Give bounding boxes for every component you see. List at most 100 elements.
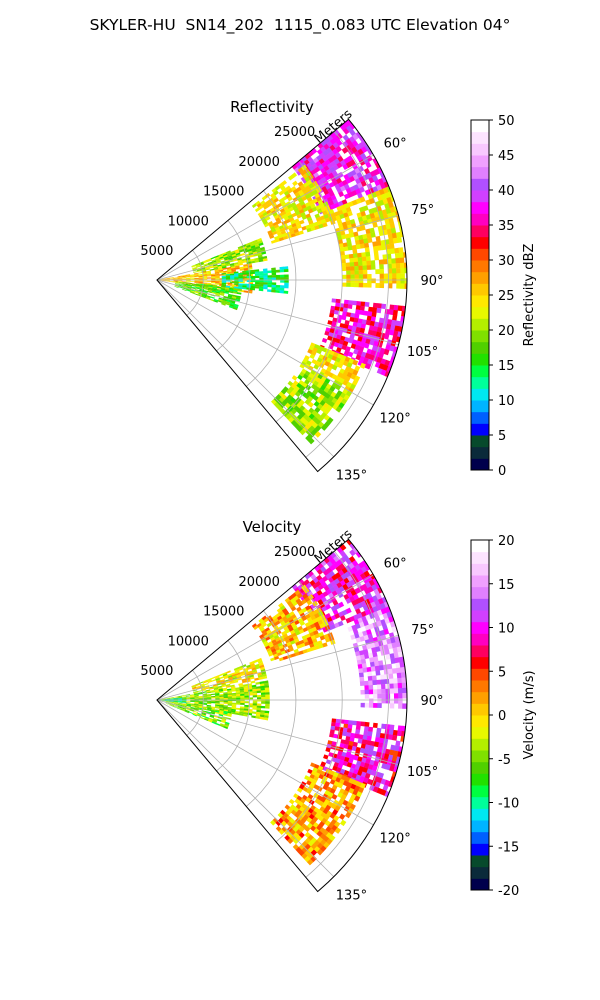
azimuth-tick-label: 105° bbox=[407, 345, 438, 360]
colorbar-swatch bbox=[471, 750, 489, 763]
azimuth-tick-label: 90° bbox=[420, 274, 443, 289]
colorbar-swatch bbox=[471, 773, 489, 786]
colorbar-swatch bbox=[471, 295, 489, 308]
range-tick-label: 15000 bbox=[203, 185, 244, 200]
colorbar-swatch bbox=[471, 621, 489, 634]
echo-region bbox=[270, 762, 366, 866]
colorbar-swatch bbox=[471, 190, 489, 203]
range-tick-label: 20000 bbox=[239, 575, 280, 590]
colorbar-swatch bbox=[471, 236, 489, 249]
echo-region bbox=[191, 657, 268, 694]
colorbar-swatch bbox=[471, 166, 489, 179]
colorbar-swatch bbox=[471, 435, 489, 448]
range-ring bbox=[246, 610, 297, 807]
azimuth-spoke bbox=[156, 279, 374, 406]
colorbar-tick-label: 40 bbox=[498, 184, 515, 199]
range-ring bbox=[275, 580, 343, 843]
colorbar-tick-label: 5 bbox=[498, 665, 506, 680]
colorbar-swatch bbox=[471, 668, 489, 681]
colorbar-tick-label: 0 bbox=[498, 464, 506, 479]
colorbar-swatch bbox=[471, 388, 489, 401]
range-tick-label: 10000 bbox=[168, 634, 209, 649]
colorbar-swatch bbox=[471, 563, 489, 576]
colorbar-tick-label: 0 bbox=[498, 709, 506, 724]
colorbar-swatch bbox=[471, 458, 489, 471]
colorbar-swatch bbox=[471, 586, 489, 599]
range-ring bbox=[275, 160, 343, 423]
polar-grid bbox=[156, 130, 407, 458]
colorbar-swatch bbox=[471, 726, 489, 739]
colorbar-swatch bbox=[471, 260, 489, 273]
colorbar-swatch bbox=[471, 201, 489, 214]
colorbar-label: Velocity (m/s) bbox=[522, 670, 537, 759]
colorbar-tick-label: 5 bbox=[498, 429, 506, 444]
colorbar: 0 5 10 15 20 25 30 35 40 45 50 Reflectivity dBZ bbox=[470, 114, 537, 479]
echo-field bbox=[157, 539, 407, 866]
colorbar-tick-label: 15 bbox=[498, 359, 515, 374]
azimuth-spoke bbox=[156, 699, 399, 766]
echo-region bbox=[165, 701, 233, 730]
echo-field bbox=[157, 119, 407, 445]
colorbar-swatch bbox=[471, 225, 489, 238]
figure-suptitle: SKYLER-HU SN14_202 1115_0.083 UTC Elevat… bbox=[89, 16, 511, 34]
colorbar-tick-label: -15 bbox=[498, 840, 519, 855]
colorbar-swatch bbox=[471, 691, 489, 704]
colorbar-swatch bbox=[471, 878, 489, 891]
colorbar-swatch bbox=[471, 341, 489, 354]
colorbar-swatch bbox=[471, 738, 489, 751]
echo-region bbox=[221, 266, 289, 294]
azimuth-spoke bbox=[156, 214, 399, 281]
colorbar-swatch bbox=[471, 843, 489, 856]
colorbar-swatch bbox=[471, 248, 489, 261]
colorbar: -20 -15 -10 -5 0 5 10 15 20 Velocity (m/s) bbox=[470, 534, 537, 899]
colorbar-swatch bbox=[471, 610, 489, 623]
range-ring bbox=[216, 640, 250, 772]
azimuth-tick-label: 60° bbox=[384, 137, 407, 152]
range-ring bbox=[246, 190, 297, 387]
colorbar-swatch bbox=[471, 785, 489, 798]
azimuth-spoke bbox=[156, 699, 335, 878]
azimuth-spoke bbox=[156, 699, 374, 826]
echo-region bbox=[347, 604, 407, 710]
panel-title: Reflectivity bbox=[230, 98, 314, 116]
azimuth-tick-label: 60° bbox=[384, 557, 407, 572]
colorbar-swatch bbox=[471, 645, 489, 658]
colorbar-swatch bbox=[471, 178, 489, 191]
colorbar-tick-label: 20 bbox=[498, 324, 515, 339]
colorbar-swatch bbox=[471, 761, 489, 774]
colorbar-swatch bbox=[471, 400, 489, 413]
azimuth-spoke bbox=[156, 279, 335, 458]
colorbar-swatch bbox=[471, 598, 489, 611]
echo-region bbox=[300, 342, 366, 395]
colorbar-tick-label: 50 bbox=[498, 114, 515, 129]
colorbar-swatch bbox=[471, 330, 489, 343]
range-ring bbox=[216, 220, 250, 352]
range-ring bbox=[305, 130, 389, 458]
azimuth-tick-label: 135° bbox=[336, 888, 367, 903]
range-tick-label: 15000 bbox=[203, 605, 244, 620]
reflectivity-panel: Reflectivity500010000150002000025000Mete… bbox=[140, 98, 537, 483]
azimuth-tick-label: 135° bbox=[336, 468, 367, 483]
colorbar-swatch bbox=[471, 680, 489, 693]
colorbar-swatch bbox=[471, 376, 489, 389]
azimuth-spoke bbox=[156, 154, 374, 281]
azimuth-tick-label: 90° bbox=[420, 694, 443, 709]
colorbar-swatch bbox=[471, 283, 489, 296]
colorbar-tick-label: 15 bbox=[498, 578, 515, 593]
colorbar-swatch bbox=[471, 808, 489, 821]
polar-grid bbox=[156, 550, 407, 878]
colorbar-swatch bbox=[471, 575, 489, 588]
colorbar-tick-label: 30 bbox=[498, 254, 515, 269]
colorbar-swatch bbox=[471, 131, 489, 144]
azimuth-tick-label: 105° bbox=[407, 765, 438, 780]
colorbar-label: Reflectivity dBZ bbox=[522, 244, 537, 347]
colorbar-swatch bbox=[471, 143, 489, 156]
range-tick-label: 5000 bbox=[140, 664, 173, 679]
colorbar-tick-label: -5 bbox=[498, 753, 511, 768]
azimuth-spoke bbox=[156, 574, 374, 701]
colorbar-tick-label: -10 bbox=[498, 797, 519, 812]
range-tick-label: 25000 bbox=[274, 545, 315, 560]
colorbar-swatch bbox=[471, 831, 489, 844]
